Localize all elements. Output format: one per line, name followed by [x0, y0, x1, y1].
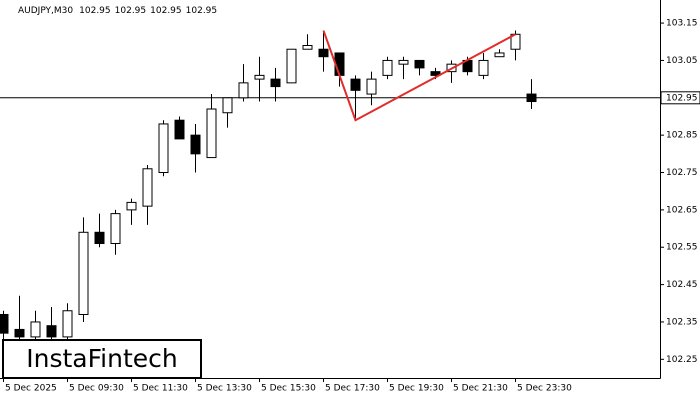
candle-body [526, 93, 537, 103]
candle-body [270, 78, 281, 88]
candle-body [222, 97, 233, 114]
x-tick-label: 5 Dec 23:30 [517, 384, 572, 394]
candle-body [494, 52, 505, 58]
candle-body [398, 59, 409, 65]
x-tick-label: 5 Dec 21:30 [453, 384, 508, 394]
header-value: 102.95 [79, 6, 111, 16]
candle-body [254, 74, 265, 80]
x-tick-label: 5 Dec 11:30 [133, 384, 188, 394]
y-tick-label: 102.65 [666, 205, 698, 215]
x-tick-label: 5 Dec 13:30 [197, 384, 252, 394]
last-price-box [660, 91, 700, 105]
header-value: 102.95 [186, 6, 218, 16]
y-tick-label: 103.15 [666, 19, 698, 29]
candle-body [382, 59, 393, 76]
x-tick-label: 5 Dec 2025 [5, 384, 57, 394]
pattern-line [322, 30, 516, 122]
candle-body [14, 328, 25, 338]
candle-body [366, 78, 377, 95]
candle-body [318, 48, 329, 58]
candle-body [158, 123, 169, 174]
candle-body [350, 78, 361, 91]
x-tick-label: 5 Dec 19:30 [389, 384, 444, 394]
x-tick-label: 5 Dec 15:30 [261, 384, 316, 394]
candle-body [286, 48, 297, 84]
candle-body [78, 231, 89, 315]
header-value: 102.95 [150, 6, 182, 16]
candle-body [302, 44, 313, 50]
symbol: AUDJPY,M30 [18, 6, 73, 16]
y-tick-label: 102.45 [666, 280, 698, 290]
candle-body [206, 108, 217, 159]
candle-body [126, 201, 137, 211]
candle-body [142, 168, 153, 207]
chart-header: AUDJPY,M30 102.95 102.95 102.95 102.95 [18, 6, 217, 16]
y-tick-label: 102.55 [666, 243, 698, 253]
header-value: 102.95 [115, 6, 147, 16]
candle-body [190, 134, 201, 155]
candle-body [110, 213, 121, 245]
candle-body [62, 310, 73, 338]
y-tick-label: 102.35 [666, 317, 698, 327]
candle-body [30, 321, 41, 338]
last-price-label: 102.95 [666, 93, 698, 103]
candle-body [46, 325, 57, 338]
candle-body [414, 59, 425, 69]
candle-body [94, 231, 105, 245]
y-tick-label: 103.05 [666, 56, 698, 66]
logo-box [2, 339, 202, 379]
y-tick-label: 102.25 [666, 355, 698, 365]
candle-body [174, 119, 185, 140]
logo: InstaFintech [26, 344, 178, 373]
y-tick-label: 102.75 [666, 168, 698, 178]
x-tick-label: 5 Dec 09:30 [69, 384, 124, 394]
y-tick-label: 102.85 [666, 131, 698, 141]
candle-body [0, 313, 9, 334]
candle-body [238, 82, 249, 99]
candle-body [430, 71, 441, 76]
candle-body [478, 59, 489, 76]
x-tick-label: 5 Dec 17:30 [325, 384, 380, 394]
